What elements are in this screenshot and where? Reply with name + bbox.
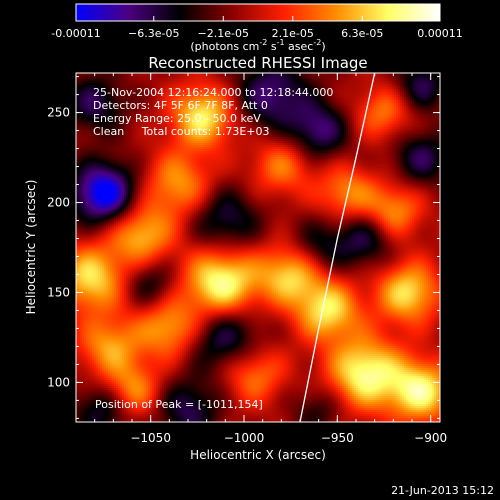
colorbar-tick-label: 0.00011: [417, 27, 463, 40]
footer-date: 21-Jun-2013 15:12: [391, 484, 494, 497]
y-tick-label: 150: [47, 285, 70, 299]
colorbar-tick-label: 6.3e-05: [341, 27, 383, 40]
colorbar-tick-label: −2.1e-05: [198, 27, 249, 40]
x-tick-label: −1000: [224, 431, 265, 445]
observation-info: 25-Nov-2004 12:16:24.000 to 12:18:44.000…: [93, 86, 333, 138]
x-tick-label: −1050: [130, 431, 171, 445]
info-line-detectors: Detectors: 4F 5F 6F 7F 8F, Att 0: [93, 99, 268, 112]
y-tick-label: 250: [47, 106, 70, 120]
solar-limb-line: [299, 73, 376, 422]
plot-frame: [75, 72, 441, 423]
info-line-energy: Energy Range: 25.0 - 50.0 keV: [93, 112, 261, 125]
y-tick-label: 100: [47, 375, 70, 389]
x-axis-label: Heliocentric X (arcsec): [190, 448, 326, 462]
axis-ticks: −1050 −1000 −950 −900 100 150 200 250: [47, 73, 447, 445]
colorbar-unit-label: (photons cm-2 s-1 asec-2): [190, 38, 325, 53]
heatmap-image: [76, 73, 440, 422]
colorbar-ticks: -0.00011 −6.3e-05 −2.1e-05 2.1e-05 6.3e-05 0.…: [51, 16, 463, 40]
y-axis-label: Heliocentric Y (arcsec): [24, 180, 38, 315]
x-tick-label: −900: [414, 431, 447, 445]
info-line-time: 25-Nov-2004 12:16:24.000 to 12:18:44.000: [93, 86, 333, 99]
colorbar-tick-label: -0.00011: [51, 27, 100, 40]
colorbar: [75, 3, 441, 22]
y-tick-label: 200: [47, 196, 70, 210]
colorbar-tick-label: −6.3e-05: [128, 27, 179, 40]
colorbar-tick-label: 2.1e-05: [272, 27, 314, 40]
x-tick-label: −950: [321, 431, 354, 445]
peak-position-text: Position of Peak = [-1011,154]: [95, 398, 263, 411]
chart-title: Reconstructed RHESSI Image: [148, 54, 367, 72]
info-line-counts: Clean Total counts: 1.73E+03: [93, 125, 270, 138]
